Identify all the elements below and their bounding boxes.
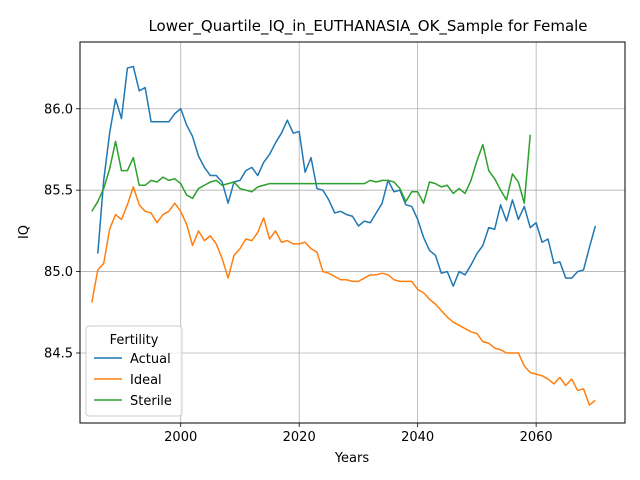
legend-box <box>85 325 183 417</box>
series-lines <box>91 65 597 406</box>
y-axis-label: IQ <box>17 225 32 239</box>
chart-title: Lower_Quartile_IQ_in_EUTHANASIA_OK_Sampl… <box>148 17 587 36</box>
x-axis-ticks: 2000 2020 2040 2060 <box>164 423 553 445</box>
grid <box>80 42 625 423</box>
series-line-sterile <box>91 134 531 212</box>
x-tick-label: 2040 <box>401 430 434 445</box>
x-axis-label: Years <box>334 451 370 466</box>
legend-label-sterile: Sterile <box>130 394 172 409</box>
y-axis-ticks: 84.5 85.0 85.5 86.0 <box>44 102 80 361</box>
series-line-ideal <box>91 186 596 406</box>
plot-frame <box>79 41 626 424</box>
legend-label-actual: Actual <box>130 352 171 367</box>
y-tick-label: 84.5 <box>44 346 73 361</box>
series-line-actual <box>97 65 597 287</box>
x-tick-label: 2060 <box>520 430 553 445</box>
legend-label-ideal: Ideal <box>130 373 162 388</box>
y-tick-label: 85.5 <box>44 184 73 199</box>
x-tick-label: 2020 <box>283 430 316 445</box>
y-tick-label: 86.0 <box>44 102 73 117</box>
y-tick-label: 85.0 <box>44 265 73 280</box>
legend-entries: Actual Ideal Sterile <box>94 352 172 409</box>
legend: Fertility Actual Ideal Sterile <box>85 325 183 417</box>
legend-title: Fertility <box>110 333 159 348</box>
x-tick-label: 2000 <box>164 430 197 445</box>
